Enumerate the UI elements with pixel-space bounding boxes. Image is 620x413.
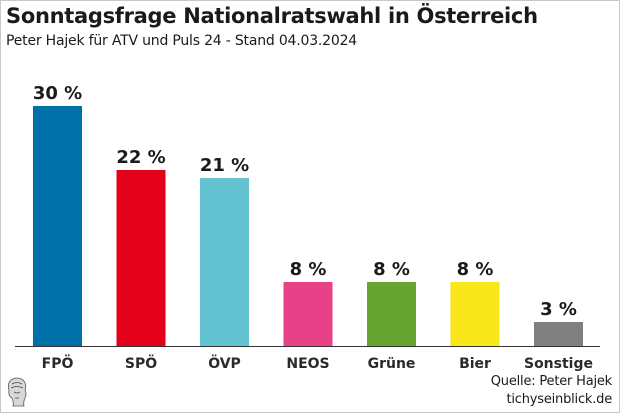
category-label: ÖVP bbox=[208, 354, 241, 372]
bar-3 bbox=[283, 282, 333, 346]
bar-6 bbox=[534, 322, 583, 346]
bar-0 bbox=[33, 106, 82, 346]
category-label: Bier bbox=[459, 356, 491, 372]
tichys-einblick-logo-icon bbox=[5, 376, 29, 408]
bar-2 bbox=[200, 178, 249, 346]
bar-1 bbox=[116, 170, 166, 346]
value-label: 30 % bbox=[33, 83, 82, 104]
bars-group bbox=[33, 106, 583, 346]
category-label: SPÖ bbox=[125, 354, 157, 372]
value-label: 22 % bbox=[116, 147, 165, 168]
source-credit: Quelle: Peter Hajek tichyseinblick.de bbox=[491, 373, 612, 409]
chart-title: Sonntagsfrage Nationalratswahl in Österr… bbox=[6, 4, 538, 28]
value-label: 8 % bbox=[373, 259, 410, 280]
category-labels-group: FPÖ SPÖ ÖVP NEOS Grüne Bier Sonstige bbox=[42, 354, 593, 372]
bar-5 bbox=[450, 282, 500, 346]
source-line: Quelle: Peter Hajek bbox=[490, 374, 612, 389]
category-label: FPÖ bbox=[42, 354, 74, 372]
value-label: 3 % bbox=[540, 299, 577, 320]
value-label: 8 % bbox=[457, 259, 494, 280]
value-label: 21 % bbox=[200, 155, 249, 176]
category-label: NEOS bbox=[286, 356, 329, 372]
value-label: 8 % bbox=[290, 259, 327, 280]
value-labels-group: 30 % 22 % 21 % 8 % 8 % 8 % 3 % bbox=[33, 83, 577, 320]
chart-subtitle: Peter Hajek für ATV und Puls 24 - Stand … bbox=[6, 33, 357, 49]
website-line: tichyseinblick.de bbox=[506, 392, 612, 407]
category-label: Sonstige bbox=[524, 356, 593, 372]
bar-4 bbox=[367, 282, 416, 346]
category-label: Grüne bbox=[368, 356, 416, 372]
